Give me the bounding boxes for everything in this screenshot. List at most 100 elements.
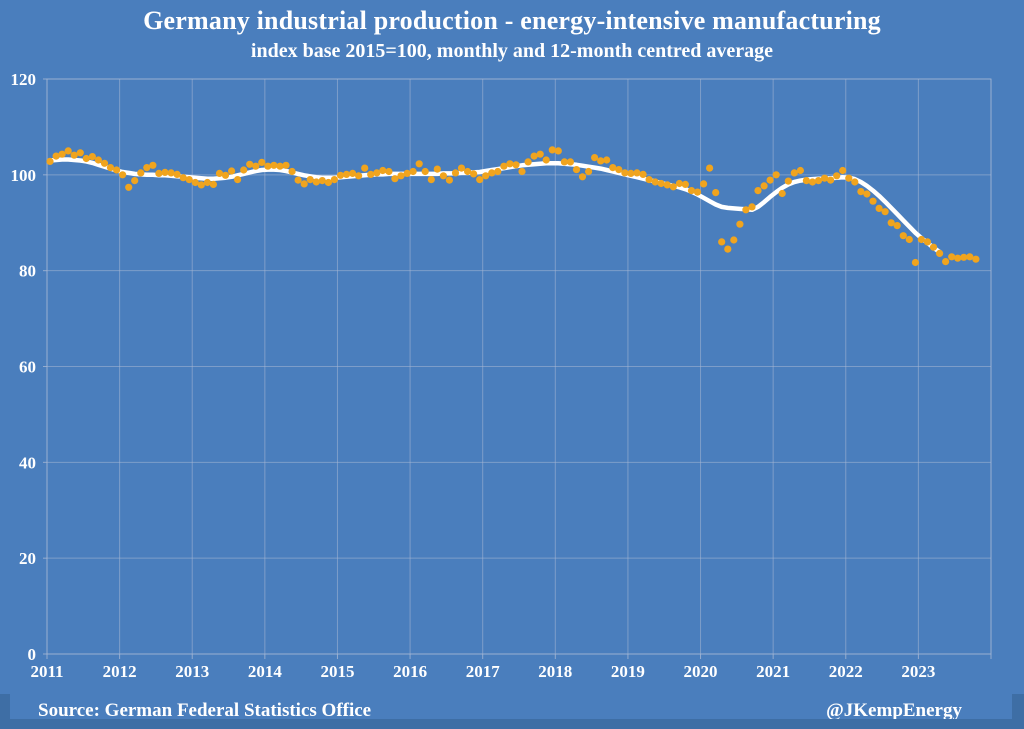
monthly-dot xyxy=(923,238,932,246)
chart-title: Germany industrial production - energy-i… xyxy=(143,6,881,35)
monthly-dot xyxy=(88,153,96,161)
monthly-dot xyxy=(64,147,72,155)
monthly-dot xyxy=(929,243,938,251)
monthly-dot xyxy=(893,222,901,230)
monthly-dot xyxy=(457,164,466,172)
monthly-dot xyxy=(306,176,314,184)
monthly-dot xyxy=(324,178,332,187)
monthly-dot xyxy=(778,189,786,198)
monthly-dot xyxy=(179,174,187,182)
monthly-dot xyxy=(119,171,127,179)
monthly-dot xyxy=(197,181,205,189)
monthly-dot xyxy=(675,179,684,188)
monthly-dot xyxy=(476,176,484,184)
x-tick-label: 2014 xyxy=(248,662,283,681)
monthly-dot xyxy=(349,169,357,177)
monthly-dot xyxy=(814,177,823,185)
monthly-dot xyxy=(542,156,550,164)
monthly-dot xyxy=(566,158,575,166)
y-tick-label: 120 xyxy=(11,70,37,89)
monthly-dot xyxy=(276,162,284,170)
monthly-dot xyxy=(70,151,78,159)
x-tick-label: 2013 xyxy=(175,662,209,681)
monthly-dot xyxy=(143,164,151,172)
monthly-dot xyxy=(718,238,726,246)
x-tick-label: 2023 xyxy=(901,662,935,681)
monthly-dot xyxy=(82,154,90,163)
monthly-dot xyxy=(851,178,859,186)
monthly-dot xyxy=(760,182,768,190)
monthly-dot xyxy=(591,154,599,162)
monthly-dot xyxy=(106,164,115,172)
plot-border xyxy=(46,78,992,655)
monthly-dot xyxy=(149,161,157,169)
monthly-dot xyxy=(415,160,423,168)
y-tick-label: 0 xyxy=(28,645,37,664)
monthly-dot xyxy=(342,170,351,178)
x-tick-label: 2011 xyxy=(30,662,63,681)
monthly-dot xyxy=(609,164,617,172)
monthly-dot xyxy=(663,181,671,189)
monthly-dot xyxy=(572,166,581,174)
monthly-dot xyxy=(506,160,514,168)
y-tick-label: 60 xyxy=(19,358,36,377)
monthly-dot xyxy=(536,150,544,158)
monthly-dot xyxy=(548,146,556,154)
monthly-dot xyxy=(802,177,811,185)
monthly-dot xyxy=(645,176,653,184)
monthly-dot xyxy=(312,178,320,186)
monthly-dot xyxy=(385,167,393,176)
monthly-dot xyxy=(887,219,895,227)
monthly-dot xyxy=(966,253,974,261)
x-tick-label: 2020 xyxy=(684,662,718,681)
monthly-dot xyxy=(131,177,139,185)
monthly-dot xyxy=(687,187,696,195)
monthly-dot xyxy=(585,167,593,176)
monthly-dot xyxy=(433,165,441,173)
left-edge-band xyxy=(0,694,10,729)
x-tick-label: 2019 xyxy=(611,662,645,681)
monthly-dot xyxy=(494,167,502,176)
monthly-dot xyxy=(633,169,641,177)
x-tick-label: 2015 xyxy=(320,662,354,681)
monthly-dot xyxy=(482,172,490,180)
monthly-dot xyxy=(748,203,756,211)
monthly-dot xyxy=(294,176,302,184)
monthly-dot xyxy=(578,173,587,181)
monthly-dot xyxy=(954,254,962,262)
monthly-dot xyxy=(857,188,865,196)
monthly-dot xyxy=(427,176,435,184)
monthly-dot xyxy=(470,170,478,178)
monthly-dot xyxy=(512,161,520,169)
monthly-dot xyxy=(936,249,944,257)
monthly-dot xyxy=(881,208,889,216)
monthly-dot xyxy=(784,177,792,185)
monthly-dot xyxy=(796,166,805,175)
monthly-dot xyxy=(821,174,829,182)
monthly-dot xyxy=(355,172,363,180)
x-tick-label: 2021 xyxy=(756,662,790,681)
chart-subtitle: index base 2015=100, monthly and 12-mont… xyxy=(250,40,774,62)
monthly-dot xyxy=(681,180,690,188)
monthly-dot xyxy=(917,235,926,244)
monthly-dot xyxy=(706,164,714,172)
monthly-dot xyxy=(58,150,66,158)
monthly-dot xyxy=(379,166,387,175)
monthly-dot xyxy=(464,167,472,176)
monthly-dot xyxy=(391,175,399,183)
monthly-dot xyxy=(397,172,405,180)
monthly-dot xyxy=(899,232,907,240)
monthly-dot xyxy=(597,157,605,165)
monthly-dot xyxy=(524,158,532,166)
monthly-dot xyxy=(258,158,266,166)
monthly-dot xyxy=(712,189,720,197)
monthly-dot xyxy=(76,149,84,157)
monthly-dot xyxy=(282,161,290,169)
monthly-dot xyxy=(833,172,841,180)
monthly-dot xyxy=(845,174,853,182)
monthly-dot xyxy=(367,170,375,178)
monthly-dot xyxy=(167,169,175,177)
monthly-dot xyxy=(125,183,133,191)
monthly-dot xyxy=(203,178,211,187)
monthly-dot xyxy=(863,190,871,198)
